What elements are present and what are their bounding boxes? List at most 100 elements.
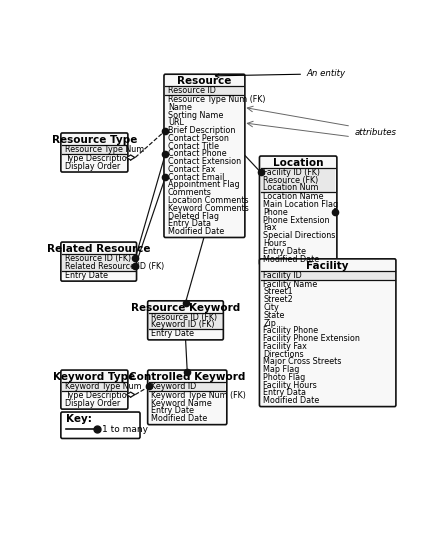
Text: Phone Extension: Phone Extension — [263, 216, 330, 225]
Bar — [149, 302, 222, 313]
Text: Sorting Name: Sorting Name — [168, 111, 223, 119]
FancyBboxPatch shape — [164, 74, 245, 238]
Text: Modified Date: Modified Date — [263, 396, 319, 405]
Text: Facility ID: Facility ID — [263, 271, 302, 280]
Text: Facility Fax: Facility Fax — [263, 342, 307, 351]
Text: Facility ID (FK): Facility ID (FK) — [263, 168, 320, 177]
Bar — [261, 271, 395, 280]
Text: Keyword Name: Keyword Name — [151, 398, 212, 408]
Polygon shape — [126, 392, 135, 397]
Text: Resource ID: Resource ID — [168, 86, 215, 95]
Bar — [165, 76, 244, 86]
Text: attributes: attributes — [355, 128, 396, 137]
Text: Display Order: Display Order — [65, 161, 120, 171]
Text: Type Description: Type Description — [65, 391, 131, 400]
Text: Entry Date: Entry Date — [65, 271, 108, 280]
Text: Controlled Keyword: Controlled Keyword — [129, 372, 246, 382]
Bar — [149, 382, 225, 391]
Text: 1 to many: 1 to many — [102, 425, 148, 434]
Bar — [62, 135, 126, 145]
Text: Entry Date: Entry Date — [263, 247, 306, 256]
Bar — [261, 261, 395, 271]
Text: Resource: Resource — [177, 76, 232, 86]
FancyBboxPatch shape — [259, 259, 396, 407]
Text: An entity: An entity — [215, 69, 345, 78]
Text: Related Resource ID (FK): Related Resource ID (FK) — [65, 262, 164, 271]
Bar — [62, 145, 126, 154]
Text: Directions: Directions — [263, 349, 304, 359]
Bar — [261, 158, 336, 168]
Bar — [149, 372, 225, 382]
Polygon shape — [126, 155, 135, 160]
FancyBboxPatch shape — [61, 133, 128, 172]
FancyBboxPatch shape — [259, 156, 337, 265]
Text: Keyword Comments: Keyword Comments — [168, 204, 249, 213]
Text: Entry Date: Entry Date — [151, 407, 194, 415]
Text: Appointment Flag: Appointment Flag — [168, 180, 239, 190]
Text: Major Cross Streets: Major Cross Streets — [263, 358, 342, 366]
Text: Main Location Flag: Main Location Flag — [263, 200, 338, 209]
Text: Modified Date: Modified Date — [151, 414, 208, 423]
Text: Resource ID (FK): Resource ID (FK) — [65, 254, 131, 263]
Text: Facility: Facility — [306, 261, 349, 270]
Bar — [149, 313, 222, 329]
Text: Location Name: Location Name — [263, 192, 324, 202]
Text: Keyword Type: Keyword Type — [53, 372, 135, 382]
Text: Resource Type Num (FK): Resource Type Num (FK) — [168, 95, 265, 104]
Text: Comments: Comments — [168, 188, 211, 197]
Bar — [62, 254, 135, 270]
Text: Display Order: Display Order — [65, 398, 120, 408]
Text: Phone: Phone — [263, 208, 288, 217]
Text: Zip: Zip — [263, 318, 276, 328]
Text: Related Resource: Related Resource — [47, 244, 151, 254]
Text: Entry Data: Entry Data — [263, 389, 306, 397]
Text: Contact Extension: Contact Extension — [168, 157, 241, 166]
Text: State: State — [263, 311, 284, 320]
Text: Entry Date: Entry Date — [151, 329, 194, 338]
Text: Resource Keyword: Resource Keyword — [131, 302, 240, 312]
Text: Name: Name — [168, 103, 192, 112]
Text: Resource Type: Resource Type — [52, 135, 137, 144]
Text: Modified Date: Modified Date — [168, 227, 224, 236]
Text: Key:: Key: — [66, 414, 92, 424]
Text: Resource Type Num: Resource Type Num — [65, 145, 144, 154]
FancyBboxPatch shape — [148, 301, 224, 340]
Text: Hours: Hours — [263, 239, 287, 248]
Text: Contact Phone: Contact Phone — [168, 149, 226, 159]
Bar — [261, 168, 336, 192]
Text: Modified Date: Modified Date — [263, 255, 319, 264]
Text: Entry Data: Entry Data — [168, 219, 211, 228]
Text: Resource ID (FK): Resource ID (FK) — [151, 313, 218, 322]
Text: Keyword Type Num (FK): Keyword Type Num (FK) — [151, 391, 246, 400]
Text: Facility Hours: Facility Hours — [263, 380, 317, 390]
Text: City: City — [263, 303, 279, 312]
Text: Brief Description: Brief Description — [168, 126, 235, 135]
FancyBboxPatch shape — [148, 370, 227, 425]
FancyBboxPatch shape — [61, 412, 140, 439]
Text: URL: URL — [168, 118, 184, 128]
Text: Facility Phone Extension: Facility Phone Extension — [263, 334, 360, 343]
Bar — [62, 244, 135, 254]
Text: Location Num: Location Num — [263, 184, 319, 192]
Text: Deleted Flag: Deleted Flag — [168, 211, 219, 221]
Text: Fax: Fax — [263, 223, 277, 233]
FancyBboxPatch shape — [61, 370, 128, 409]
Text: Location: Location — [273, 158, 323, 168]
Text: Keyword ID: Keyword ID — [151, 382, 197, 391]
Text: Photo Flag: Photo Flag — [263, 373, 306, 382]
Text: Special Directions: Special Directions — [263, 231, 336, 240]
Text: Keyword ID (FK): Keyword ID (FK) — [151, 320, 215, 330]
Text: Resource (FK): Resource (FK) — [263, 175, 319, 185]
Text: Contact Fax: Contact Fax — [168, 165, 215, 174]
Text: Facility Phone: Facility Phone — [263, 326, 319, 335]
Bar — [62, 382, 126, 391]
FancyBboxPatch shape — [61, 242, 137, 281]
Text: Street2: Street2 — [263, 295, 293, 304]
Bar — [165, 86, 244, 95]
Text: Contact Person: Contact Person — [168, 134, 228, 143]
Text: Contact Title: Contact Title — [168, 142, 219, 150]
Text: Location Comments: Location Comments — [168, 196, 248, 205]
Text: Street1: Street1 — [263, 287, 293, 296]
Text: Keyword Type Num: Keyword Type Num — [65, 382, 141, 391]
Text: Contact Email: Contact Email — [168, 173, 224, 181]
